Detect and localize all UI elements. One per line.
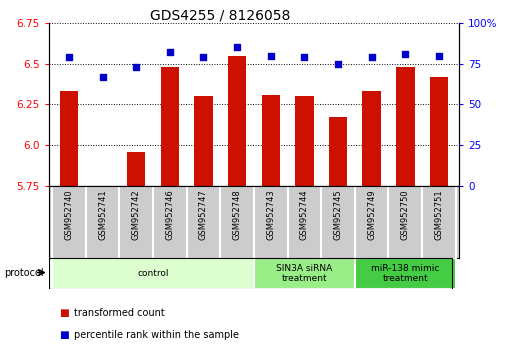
Text: ■: ■	[59, 308, 69, 318]
Point	[435, 53, 443, 58]
Bar	[355, 258, 456, 289]
Bar	[127, 152, 146, 186]
Point	[200, 55, 208, 60]
Point	[132, 64, 140, 70]
Bar	[194, 96, 213, 186]
Bar	[161, 67, 179, 186]
Text: transformed count: transformed count	[74, 308, 165, 318]
Point	[233, 45, 241, 50]
Bar	[254, 258, 355, 289]
Text: GSM952751: GSM952751	[435, 189, 443, 240]
Bar	[262, 95, 280, 186]
Text: GSM952747: GSM952747	[199, 189, 208, 240]
Text: control: control	[137, 269, 169, 278]
Text: GSM952746: GSM952746	[165, 189, 174, 240]
Text: GSM952742: GSM952742	[132, 189, 141, 240]
Point	[401, 51, 409, 57]
Point	[300, 55, 308, 60]
Text: GSM952750: GSM952750	[401, 189, 410, 240]
Text: GSM952743: GSM952743	[266, 189, 275, 240]
Bar	[430, 77, 448, 186]
Text: percentile rank within the sample: percentile rank within the sample	[74, 330, 240, 339]
Text: GSM952748: GSM952748	[232, 189, 242, 240]
Bar	[329, 118, 347, 186]
Text: GSM952745: GSM952745	[333, 189, 343, 240]
Text: GSM952740: GSM952740	[65, 189, 73, 240]
Bar	[396, 67, 415, 186]
Text: ■: ■	[59, 330, 69, 339]
Text: SIN3A siRNA
treatment: SIN3A siRNA treatment	[277, 264, 332, 283]
Text: GSM952744: GSM952744	[300, 189, 309, 240]
Text: miR-138 mimic
treatment: miR-138 mimic treatment	[371, 264, 440, 283]
Text: GDS4255 / 8126058: GDS4255 / 8126058	[150, 9, 291, 23]
Text: GSM952741: GSM952741	[98, 189, 107, 240]
Point	[267, 53, 275, 58]
Bar	[362, 91, 381, 186]
Bar	[295, 96, 313, 186]
Bar	[52, 258, 254, 289]
Point	[98, 74, 107, 80]
Bar	[228, 56, 246, 186]
Text: protocol: protocol	[4, 268, 44, 278]
Point	[334, 61, 342, 67]
Point	[368, 55, 376, 60]
Point	[166, 50, 174, 55]
Text: GSM952749: GSM952749	[367, 189, 376, 240]
Bar	[60, 91, 78, 186]
Point	[65, 55, 73, 60]
